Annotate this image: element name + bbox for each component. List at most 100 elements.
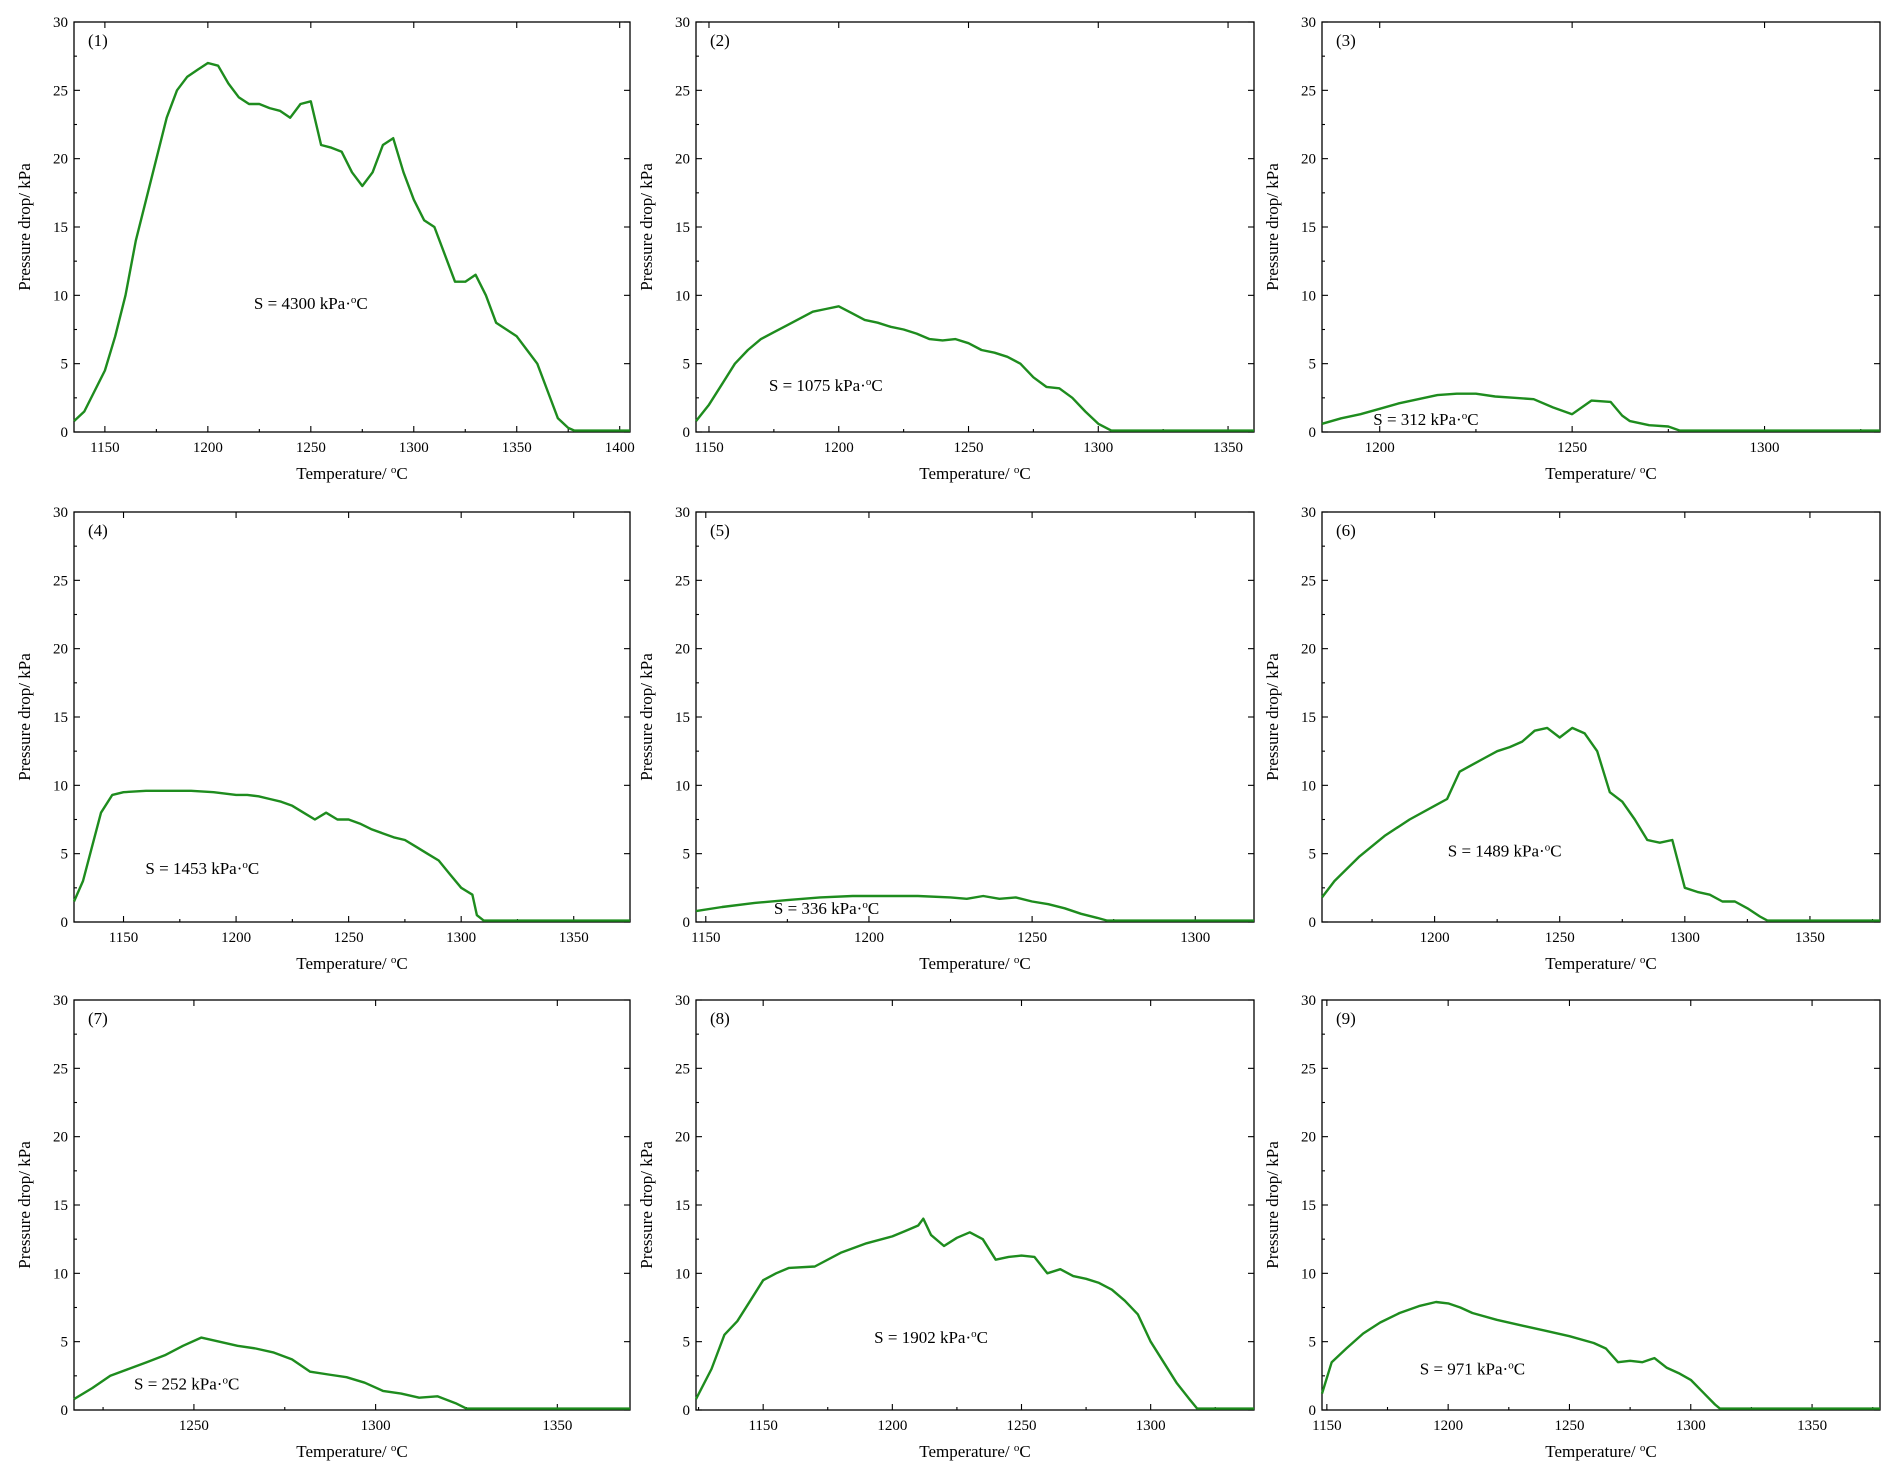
x-tick-label: 1150 (694, 440, 723, 456)
plot-frame (695, 999, 1255, 1411)
panel-label: (1) (88, 31, 108, 50)
y-tick-label: 15 (1301, 1198, 1316, 1214)
plot-frame (1321, 511, 1881, 923)
panel-label: (4) (88, 521, 108, 540)
area-annotation: S = 971 kPa·oC (1420, 1359, 1525, 1378)
y-tick-label: 30 (53, 505, 68, 521)
y-tick-label: 20 (1301, 642, 1316, 658)
panel-label: (5) (710, 521, 730, 540)
x-axis-title: Temperature/ oC (296, 1442, 407, 1461)
chart-panel-2: 0 5 10 15 20 25 30 1150 1200 1250 1300 1350 Temperat… (637, 15, 1255, 483)
y-axis-title: Pressure drop/ kPa (15, 1141, 34, 1269)
x-tick-label: 1300 (1180, 930, 1210, 946)
y-tick-label: 30 (675, 15, 690, 31)
y-tick-label: 15 (1301, 220, 1316, 236)
panel-label: (6) (1336, 521, 1356, 540)
x-tick-label: 1200 (1420, 930, 1450, 946)
x-tick-label: 1300 (1083, 440, 1113, 456)
y-axis-title: Pressure drop/ kPa (637, 653, 656, 781)
y-tick-label: 20 (675, 152, 690, 168)
panel-label: (8) (710, 1009, 730, 1028)
x-axis-title: Temperature/ oC (1545, 954, 1656, 973)
series-line (73, 61, 630, 432)
x-tick-label: 1400 (605, 440, 635, 456)
x-tick-label: 1200 (1365, 440, 1395, 456)
area-annotation: S = 1453 kPa·oC (145, 859, 259, 878)
y-tick-label: 5 (1309, 847, 1317, 863)
x-tick-label: 1300 (446, 930, 476, 946)
x-tick-label: 1300 (1750, 440, 1780, 456)
x-axis-title: Temperature/ oC (1545, 464, 1656, 483)
x-tick-label: 1350 (542, 1418, 572, 1434)
x-tick-label: 1150 (90, 440, 119, 456)
y-tick-label: 10 (675, 1266, 690, 1282)
y-tick-label: 15 (53, 220, 68, 236)
x-axis-title: Temperature/ oC (919, 954, 1030, 973)
x-axis-title: Temperature/ oC (1545, 1442, 1656, 1461)
x-tick-label: 1250 (1554, 1418, 1584, 1434)
y-tick-label: 20 (675, 642, 690, 658)
y-axis-title: Pressure drop/ kPa (637, 163, 656, 291)
plot-frame (695, 511, 1255, 923)
chart-panel-5: 0 5 10 15 20 25 30 1150 1200 1250 1300 Temperature/… (637, 505, 1255, 973)
y-axis-title: Pressure drop/ kPa (15, 163, 34, 291)
x-tick-label: 1200 (193, 440, 223, 456)
y-tick-label: 15 (675, 710, 690, 726)
series-line (72, 789, 630, 922)
y-tick-label: 0 (1309, 425, 1317, 441)
y-tick-label: 15 (53, 710, 68, 726)
y-tick-label: 5 (1309, 357, 1317, 373)
y-axis-title: Pressure drop/ kPa (1263, 1141, 1282, 1269)
x-tick-label: 1200 (877, 1418, 907, 1434)
area-annotation: S = 1075 kPa·oC (769, 376, 883, 395)
x-tick-label: 1250 (954, 440, 984, 456)
y-axis-title: Pressure drop/ kPa (1263, 163, 1282, 291)
plot-frame (73, 999, 631, 1411)
series-line (73, 1336, 630, 1410)
panel-label: (9) (1336, 1009, 1356, 1028)
y-tick-label: 0 (1309, 915, 1317, 931)
y-tick-label: 25 (1301, 83, 1316, 99)
chart-panel-8: 0 5 10 15 20 25 30 1150 1200 1250 1300 Temperature/… (637, 993, 1255, 1461)
y-tick-label: 5 (61, 847, 69, 863)
y-tick-label: 25 (53, 1061, 68, 1077)
y-tick-label: 30 (53, 15, 68, 31)
y-tick-label: 15 (1301, 710, 1316, 726)
x-tick-label: 1350 (1797, 1418, 1827, 1434)
y-axis-title: Pressure drop/ kPa (637, 1141, 656, 1269)
y-tick-label: 5 (683, 1335, 691, 1351)
x-tick-label: 1250 (1017, 930, 1047, 946)
area-annotation: S = 1489 kPa·oC (1448, 841, 1562, 860)
y-tick-label: 0 (61, 915, 69, 931)
y-tick-label: 15 (675, 1198, 690, 1214)
x-tick-label: 1350 (1795, 930, 1825, 946)
y-tick-label: 5 (61, 1335, 69, 1351)
chart-panel-9: 0 5 10 15 20 25 30 1150 1200 1250 1300 1350 Temperat… (1263, 993, 1881, 1461)
y-tick-label: 0 (683, 915, 691, 931)
series-line (1321, 392, 1880, 432)
panel-label: (3) (1336, 31, 1356, 50)
x-tick-label: 1350 (502, 440, 532, 456)
y-tick-label: 30 (53, 993, 68, 1009)
y-tick-label: 30 (1301, 993, 1316, 1009)
x-tick-label: 1300 (361, 1418, 391, 1434)
y-tick-label: 30 (675, 505, 690, 521)
y-axis-title: Pressure drop/ kPa (1263, 653, 1282, 781)
y-tick-label: 20 (1301, 152, 1316, 168)
series-line (695, 305, 1254, 432)
x-tick-label: 1150 (1312, 1418, 1341, 1434)
area-annotation: S = 4300 kPa·oC (254, 294, 368, 313)
y-tick-label: 10 (1301, 1266, 1316, 1282)
x-tick-label: 1300 (1136, 1418, 1166, 1434)
y-tick-label: 10 (53, 288, 68, 304)
y-tick-label: 25 (675, 573, 690, 589)
chart-panel-6: 0 5 10 15 20 25 30 1200 1250 1300 1350 Temperature/… (1263, 505, 1881, 973)
series-line (694, 1217, 1254, 1410)
y-tick-label: 15 (53, 1198, 68, 1214)
series-line (1321, 726, 1880, 922)
plot-frame (1321, 21, 1881, 433)
y-tick-label: 10 (1301, 288, 1316, 304)
y-tick-label: 20 (53, 152, 68, 168)
y-tick-label: 5 (683, 357, 691, 373)
